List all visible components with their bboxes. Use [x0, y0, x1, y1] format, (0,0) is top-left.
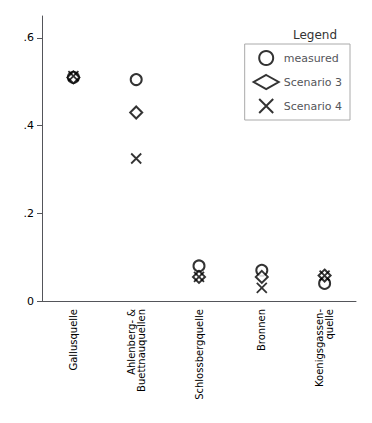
- svg-text:Koenigsgassen-: Koenigsgassen-: [314, 309, 326, 387]
- svg-text:Legend: Legend: [293, 28, 337, 42]
- svg-text:.2: .2: [24, 207, 35, 220]
- svg-text:Scenario 3: Scenario 3: [284, 76, 342, 89]
- svg-text:.4: .4: [24, 119, 35, 132]
- svg-text:Schlossbergquelle: Schlossbergquelle: [194, 309, 205, 400]
- svg-text:Scenario 4: Scenario 4: [284, 100, 342, 113]
- svg-text:Buettnauquellen: Buettnauquellen: [136, 309, 147, 392]
- svg-text:Bronnen: Bronnen: [256, 309, 267, 351]
- svg-text:quelle: quelle: [324, 309, 335, 340]
- svg-text:.6: .6: [24, 31, 35, 44]
- svg-text:measured: measured: [284, 52, 339, 65]
- svg-text:Ahlenberg- &: Ahlenberg- &: [125, 309, 137, 375]
- svg-text:Gallusquelle: Gallusquelle: [68, 309, 79, 371]
- svg-text:0: 0: [27, 295, 34, 308]
